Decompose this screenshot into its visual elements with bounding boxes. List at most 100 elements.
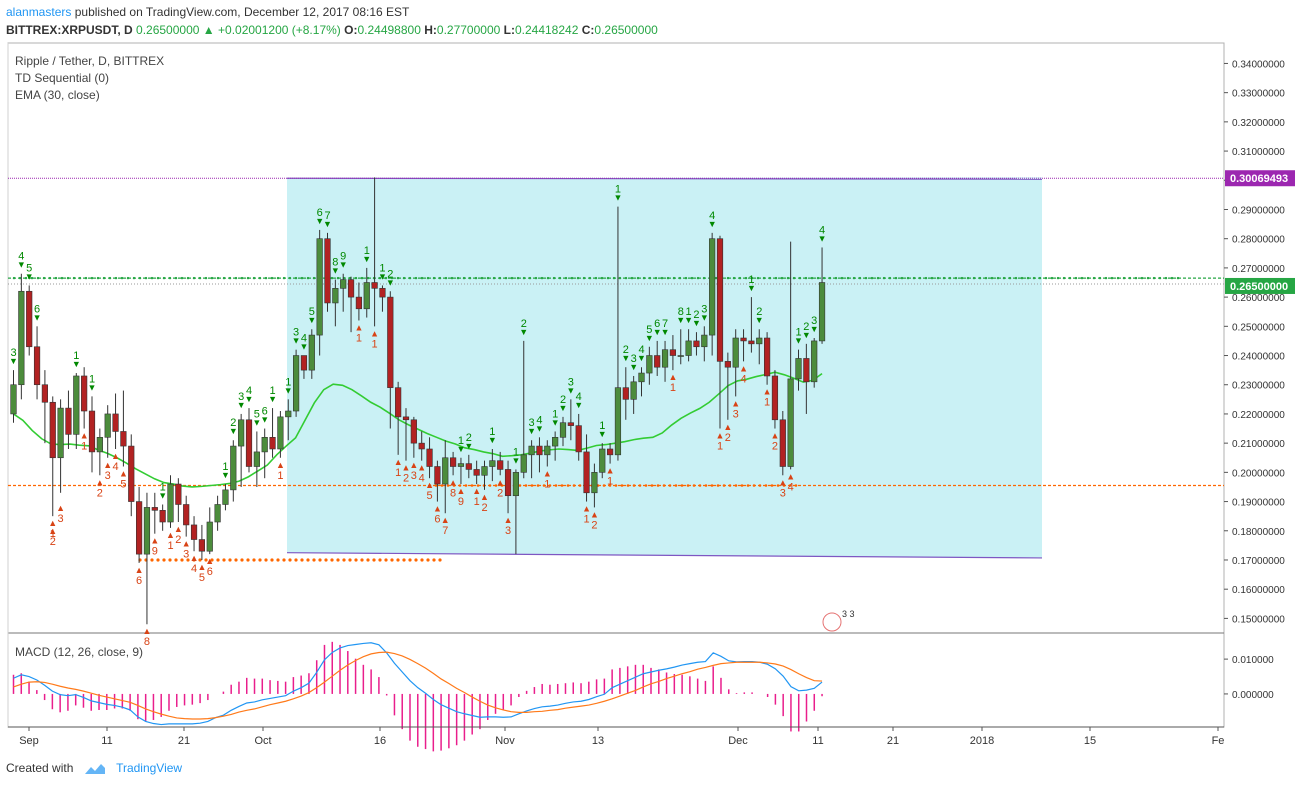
candle-body — [387, 296, 394, 388]
td-arrow-icon: ▼ — [9, 356, 18, 366]
support-dot — [758, 484, 762, 487]
support-dot — [192, 558, 196, 562]
support-dot — [342, 558, 346, 562]
td-arrow-icon: ▼ — [339, 260, 348, 270]
symbol-quote: BITTREX:XRPUSDT, D 0.26500000 ▲ +0.02001… — [6, 22, 658, 38]
candle-body — [638, 372, 645, 383]
td-count-label: 1 — [458, 435, 464, 447]
support-dot — [360, 558, 364, 562]
level-dot — [12, 276, 16, 280]
level-dot — [780, 276, 784, 280]
td-count-label: 4 — [638, 344, 644, 356]
level-dot — [618, 276, 622, 280]
support-dot — [680, 484, 684, 487]
level-dot — [270, 276, 274, 280]
level-dot — [90, 276, 94, 280]
level-dot — [1116, 276, 1120, 280]
td-count-label: 4 — [301, 333, 307, 345]
support-dot — [662, 484, 666, 487]
candle-body — [818, 282, 826, 342]
level-dot — [456, 276, 460, 280]
level-dot — [1128, 276, 1132, 280]
td-count-label: 9 — [152, 546, 158, 558]
candle-body — [379, 288, 386, 298]
candle-body — [803, 358, 810, 383]
level-dot — [756, 276, 760, 280]
td-arrow-icon: ▲ — [135, 565, 144, 575]
level-dot — [840, 276, 844, 280]
candle-body — [614, 387, 622, 456]
support-dot — [716, 484, 720, 487]
level-dot — [396, 276, 400, 280]
level-dot — [936, 276, 940, 280]
support-dot — [764, 484, 768, 487]
td-count-label: 2 — [97, 487, 103, 499]
publish-text: published on TradingView.com, December 1… — [74, 5, 410, 19]
td-arrow-icon: ▲ — [606, 466, 615, 476]
support-dot — [276, 558, 280, 562]
candle-body — [756, 337, 763, 345]
high-value: 0.27700000 — [436, 23, 501, 37]
td-arrow-icon: ▼ — [292, 336, 301, 346]
td-arrow-icon: ▼ — [252, 417, 261, 427]
td-arrow-icon: ▼ — [378, 271, 387, 281]
level-dot — [36, 276, 40, 280]
level-dot — [516, 276, 520, 280]
support-dot — [294, 558, 298, 562]
symbol-label: BITTREX:XRPUSDT, D — [6, 23, 133, 37]
candle-body — [654, 355, 661, 368]
td-arrow-icon: ▲ — [80, 431, 89, 441]
macd-label[interactable]: MACD (12, 26, close, 9) — [15, 645, 144, 659]
td-arrow-icon: ▼ — [708, 219, 717, 229]
candle-body — [504, 469, 512, 497]
ema-label[interactable]: EMA (30, close) — [15, 88, 100, 102]
level-dot — [438, 276, 442, 280]
td-arrow-icon: ▲ — [770, 431, 779, 441]
support-dot — [554, 484, 558, 487]
level-dot — [954, 276, 958, 280]
candle-body — [206, 521, 213, 552]
level-dot — [864, 276, 868, 280]
td-count-label: 2 — [693, 309, 699, 321]
support-dot — [488, 484, 492, 487]
level-dot — [72, 276, 76, 280]
candle-body — [787, 378, 794, 467]
close-label: C: — [581, 23, 595, 37]
candle-body — [167, 483, 174, 523]
td-arrow-icon: ▼ — [645, 333, 654, 343]
level-dot — [60, 276, 64, 280]
td-count-label: 1 — [748, 274, 754, 286]
td-count-label: 1 — [670, 382, 676, 394]
td-arrow-icon: ▲ — [111, 451, 120, 461]
last-price: 0.26500000 — [136, 23, 200, 37]
candle-body — [599, 448, 606, 473]
level-dot — [726, 276, 730, 280]
td-arrow-icon: ▼ — [25, 271, 34, 281]
support-dot — [668, 484, 672, 487]
level-dot — [204, 276, 208, 280]
td-arrow-icon: ▼ — [621, 353, 630, 363]
td-count-label: 8 — [144, 636, 150, 648]
candle-body — [606, 448, 614, 456]
level-dot — [534, 276, 538, 280]
td-count-label: 3 — [631, 353, 637, 365]
level-dot — [462, 276, 466, 280]
level-dot — [1002, 276, 1006, 280]
level-dot — [1164, 276, 1168, 280]
td-count-label: 5 — [26, 262, 32, 274]
candle-body — [709, 238, 716, 336]
x-tick-label: Sep — [19, 735, 39, 747]
level-dot — [450, 276, 454, 280]
support-dot — [306, 558, 310, 562]
level-dot — [276, 276, 280, 280]
candle-body — [190, 524, 198, 540]
x-tick-label: 2018 — [970, 735, 994, 747]
author-link[interactable]: alanmasters — [6, 5, 72, 19]
candle-body — [528, 445, 535, 456]
footer: Created with TradingView — [6, 760, 182, 776]
level-dot — [330, 276, 334, 280]
td-sequential-label[interactable]: TD Sequential (0) — [15, 71, 110, 85]
y-tick-label: 0.25000000 — [1232, 322, 1285, 333]
tradingview-link[interactable]: TradingView — [116, 761, 183, 775]
